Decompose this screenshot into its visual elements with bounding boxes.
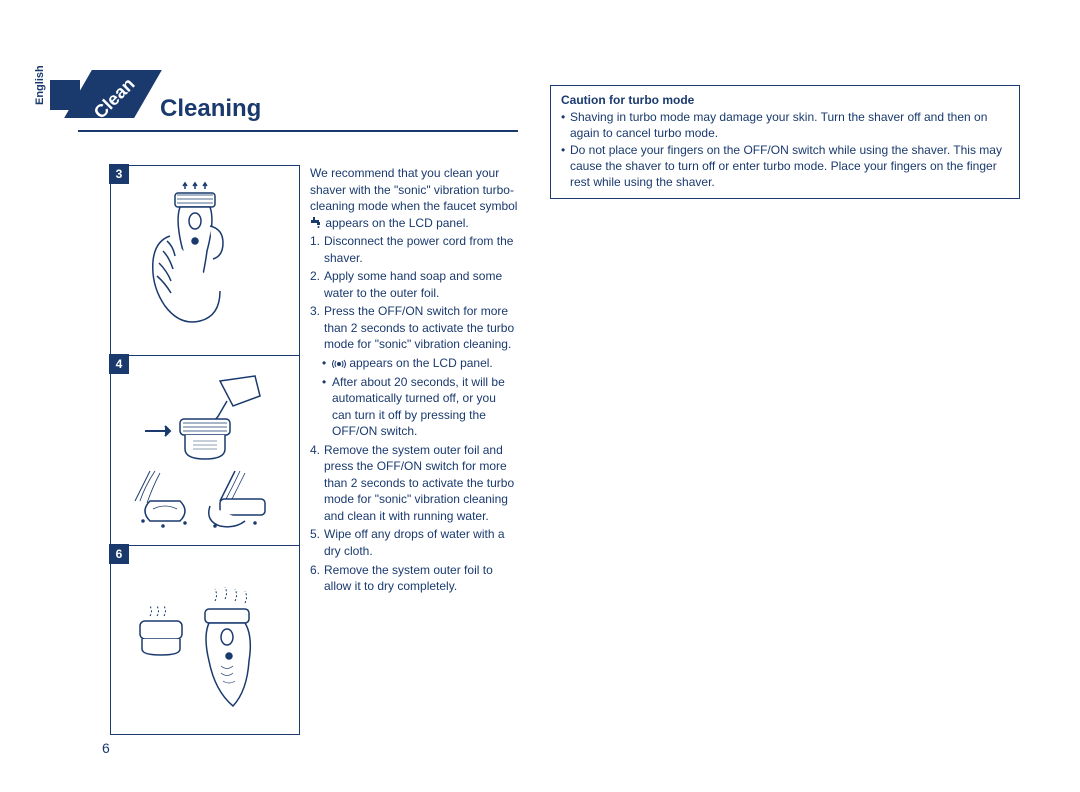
step-5: 5.Wipe off any drops of water with a dry… bbox=[310, 526, 518, 559]
shaver-in-hand-icon bbox=[125, 181, 285, 341]
caution-list: Shaving in turbo mode may damage your sk… bbox=[561, 109, 1009, 190]
section-title: Cleaning bbox=[160, 95, 261, 123]
caution-item: Do not place your fingers on the OFF/ON … bbox=[561, 142, 1009, 191]
intro-part1: We recommend that you clean your shaver … bbox=[310, 166, 517, 213]
soap-rinse-icon bbox=[125, 371, 285, 531]
step-3b: After about 20 seconds, it will be autom… bbox=[310, 374, 518, 440]
illustration-3: 3 bbox=[111, 166, 299, 356]
step-3a: appears on the LCD panel. bbox=[310, 355, 518, 372]
illustration-number: 4 bbox=[109, 354, 129, 374]
step-6: 6.Remove the system outer foil to allow … bbox=[310, 562, 518, 595]
caution-title: Caution for turbo mode bbox=[561, 92, 1009, 108]
sonic-vibration-icon bbox=[332, 359, 346, 369]
page-number: 6 bbox=[102, 740, 110, 756]
language-tab: English bbox=[34, 65, 46, 105]
step-1: 1.Disconnect the power cord from the sha… bbox=[310, 233, 518, 266]
step-2: 2.Apply some hand soap and some water to… bbox=[310, 268, 518, 301]
instructions-text: We recommend that you clean your shaver … bbox=[310, 165, 518, 597]
steps-list: 1.Disconnect the power cord from the sha… bbox=[310, 233, 518, 353]
illustration-column: 3 4 bbox=[110, 165, 300, 735]
drying-icon bbox=[125, 561, 285, 721]
illustration-number: 6 bbox=[109, 544, 129, 564]
intro-part2: appears on the LCD panel. bbox=[322, 216, 469, 230]
title-underline bbox=[78, 130, 518, 132]
step-3: 3.Press the OFF/ON switch for more than … bbox=[310, 303, 518, 353]
illustration-4: 4 bbox=[111, 356, 299, 546]
caution-box: Caution for turbo mode Shaving in turbo … bbox=[550, 85, 1020, 199]
step-4: 4.Remove the system outer foil and press… bbox=[310, 442, 518, 525]
steps-list-cont: 4.Remove the system outer foil and press… bbox=[310, 442, 518, 595]
illustration-number: 3 bbox=[109, 164, 129, 184]
faucet-icon bbox=[310, 217, 322, 229]
intro-text: We recommend that you clean your shaver … bbox=[310, 165, 518, 231]
illustration-6: 6 bbox=[111, 546, 299, 736]
caution-item: Shaving in turbo mode may damage your sk… bbox=[561, 109, 1009, 141]
